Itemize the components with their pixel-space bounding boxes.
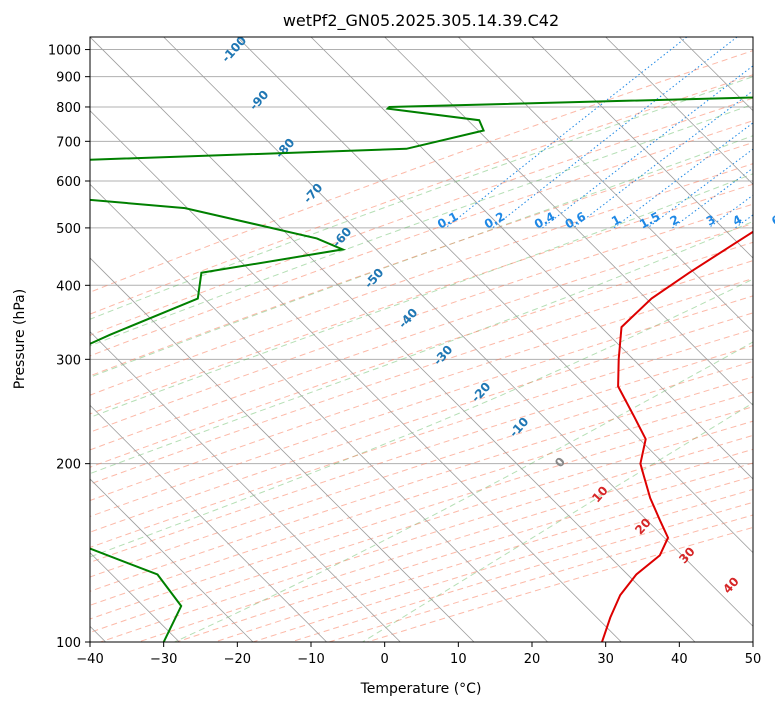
x-tick-label: 0: [381, 652, 389, 667]
y-tick-label: 900: [56, 71, 81, 86]
y-tick-label: 800: [56, 101, 81, 116]
x-tick-label: −40: [76, 652, 103, 667]
chart-title: wetPf2_GN05.2025.305.14.39.C42: [283, 11, 559, 31]
y-tick-label: 600: [56, 175, 81, 190]
y-tick-label: 200: [56, 458, 81, 473]
y-tick-label: 500: [56, 222, 81, 237]
y-tick-label: 1000: [48, 44, 81, 59]
y-axis-title: Pressure (hPa): [12, 289, 28, 389]
x-tick-label: −10: [297, 652, 324, 667]
x-axis-title: Temperature (°C): [360, 681, 482, 697]
x-tick-label: 10: [450, 652, 467, 667]
y-tick-label: 400: [56, 279, 81, 294]
y-tick-label: 700: [56, 135, 81, 150]
x-tick-label: 50: [745, 652, 762, 667]
y-tick-label: 100: [56, 636, 81, 651]
y-tick-label: 300: [56, 353, 81, 368]
x-tick-label: 40: [671, 652, 688, 667]
x-tick-label: 20: [524, 652, 541, 667]
x-tick-label: −20: [224, 652, 251, 667]
x-tick-label: −30: [150, 652, 177, 667]
x-tick-label: 30: [597, 652, 614, 667]
